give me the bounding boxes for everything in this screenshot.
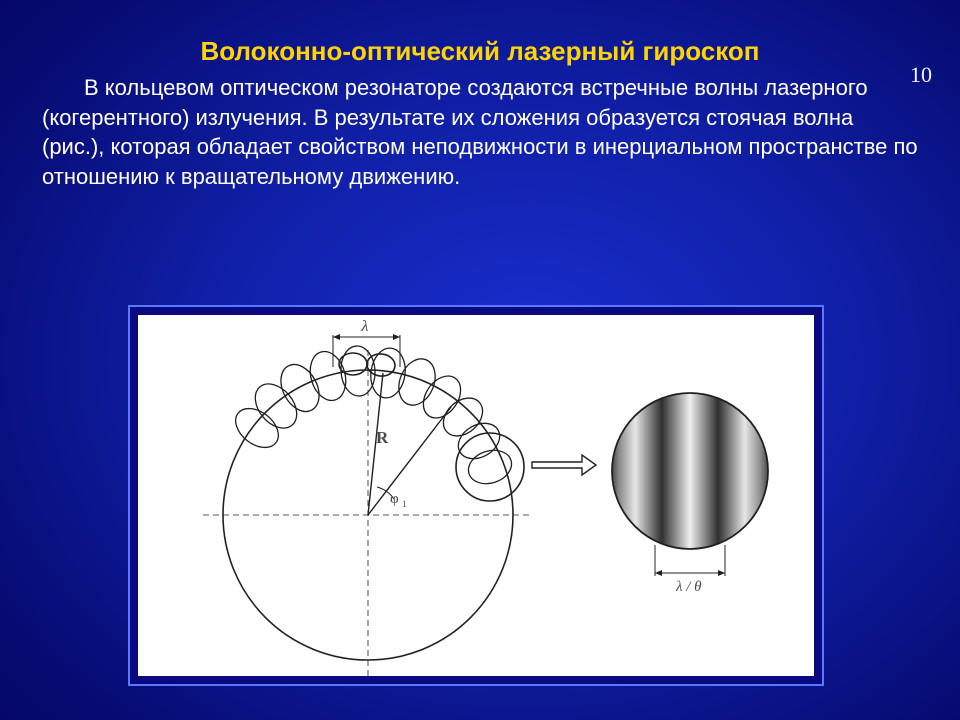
slide-title: Волоконно-оптический лазерный гироскоп <box>130 36 830 67</box>
gyroscope-diagram: Rφ1 λ λ / θ <box>138 315 814 676</box>
svg-text:λ / θ: λ / θ <box>675 579 702 595</box>
svg-text:R: R <box>376 428 389 447</box>
svg-text:λ: λ <box>361 318 369 335</box>
svg-text:1: 1 <box>402 499 407 509</box>
svg-text:φ: φ <box>390 491 399 507</box>
slide-paragraph: В кольцевом оптическом резонаторе создаю… <box>42 73 918 192</box>
figure-frame: Rφ1 λ λ / θ <box>128 305 824 686</box>
page-number: 10 <box>910 62 932 88</box>
